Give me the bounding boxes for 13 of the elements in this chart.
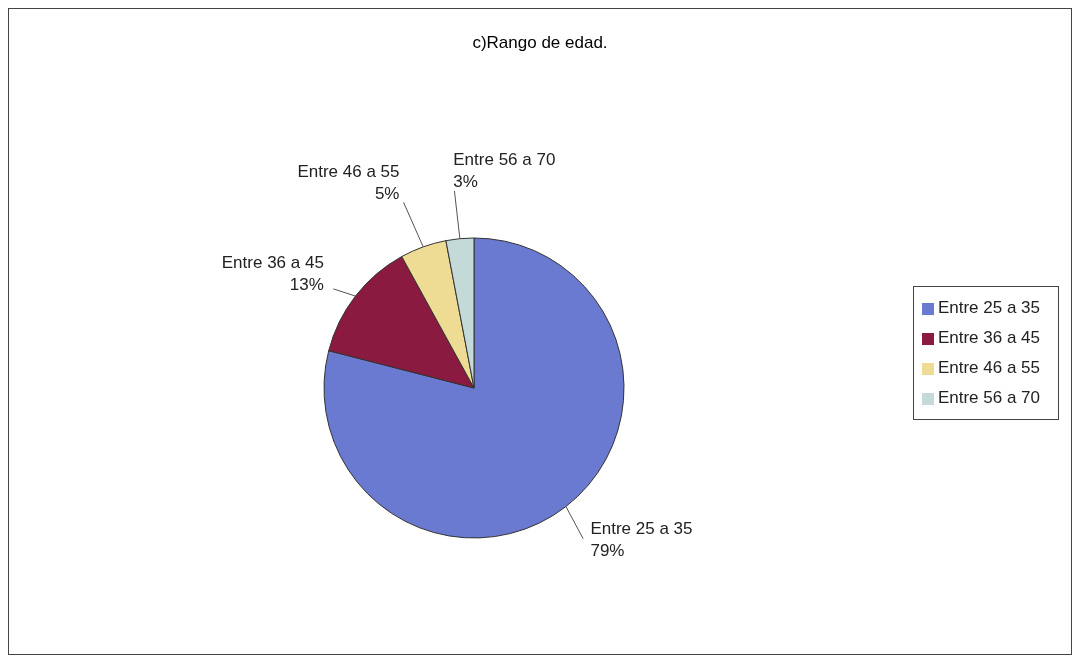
data-label: 3% [453,171,478,191]
data-label: 5% [374,184,400,204]
slice-label: Entre 56 a 70 [453,149,556,169]
legend-label: Entre 36 a 45 [937,328,1040,347]
slice-label: Entre 25 a 35 [590,519,693,539]
slice-label: Entre 46 a 55 [297,162,400,182]
slice-label: Entre 36 a 45 [221,252,324,272]
legend-label: Entre 25 a 35 [937,298,1040,317]
legend-label: Entre 56 a 70 [937,388,1040,407]
chart-title: c)Rango de edad. [471,33,609,53]
legend-label: Entre 46 a 55 [937,358,1040,377]
data-label: 79% [590,541,625,561]
data-label: 13% [289,274,324,294]
